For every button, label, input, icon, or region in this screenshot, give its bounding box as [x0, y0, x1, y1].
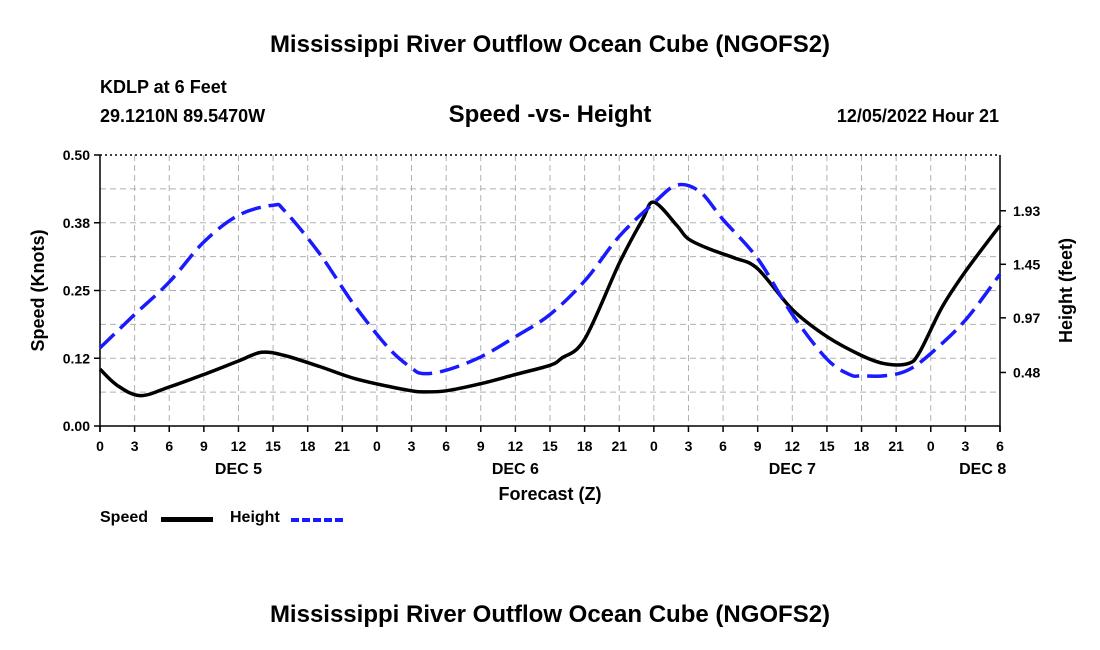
right-tick-label: 0.97: [1013, 310, 1040, 326]
left-tick-label: 0.50: [63, 147, 90, 163]
day-label: DEC 8: [959, 461, 1006, 478]
day-label: DEC 7: [769, 461, 816, 478]
x-tick-label: 9: [477, 438, 485, 454]
coordinates-label: 29.1210N 89.5470W: [100, 106, 266, 126]
legend-speed-swatch: [161, 517, 213, 522]
x-tick-label: 12: [785, 438, 801, 454]
x-tick-label: 12: [508, 438, 524, 454]
x-tick-label: 3: [685, 438, 693, 454]
left-tick-label: 0.25: [63, 283, 90, 299]
forecast-datetime: 12/05/2022 Hour 21: [836, 106, 999, 126]
right-tick-label: 1.45: [1013, 256, 1040, 272]
x-tick-label: 0: [96, 438, 104, 454]
chart-title-bottom: Mississippi River Outflow Ocean Cube (NG…: [269, 601, 831, 628]
right-tick-label: 1.93: [1013, 203, 1040, 219]
left-tick-label: 0.38: [63, 215, 90, 231]
chart-title-top: Mississippi River Outflow Ocean Cube (NG…: [269, 31, 831, 58]
x-tick-label: 9: [200, 438, 208, 454]
y-axis-label-left: Speed (Knots): [28, 229, 48, 351]
station-label: KDLP at 6 Feet: [100, 77, 227, 97]
x-tick-label: 0: [650, 438, 658, 454]
x-tick-label: 21: [611, 438, 627, 454]
legend-height-swatch: [291, 518, 343, 522]
x-tick-label: 9: [754, 438, 762, 454]
x-tick-label: 12: [231, 438, 247, 454]
x-tick-label: 6: [719, 438, 727, 454]
legend-height-label: Height: [230, 509, 280, 526]
x-tick-label: 15: [819, 438, 835, 454]
series-line-speed: [98, 200, 1002, 398]
x-tick-label: 3: [961, 438, 969, 454]
series-line-height: [98, 182, 1002, 378]
x-tick-label: 6: [442, 438, 450, 454]
x-tick-label: 15: [265, 438, 281, 454]
left-tick-label: 0.12: [63, 350, 90, 366]
x-tick-label: 6: [165, 438, 173, 454]
x-tick-label: 21: [888, 438, 904, 454]
left-tick-label: 0.00: [63, 418, 90, 434]
x-tick-label: 0: [373, 438, 381, 454]
x-tick-label: 18: [854, 438, 870, 454]
chart-subtitle: Speed -vs- Height: [448, 101, 652, 128]
x-tick-label: 21: [335, 438, 351, 454]
day-label: DEC 6: [492, 461, 539, 478]
x-tick-label: 3: [131, 438, 139, 454]
x-tick-label: 18: [300, 438, 316, 454]
x-tick-label: 18: [577, 438, 593, 454]
x-axis-label: Forecast (Z): [498, 484, 601, 504]
right-tick-label: 0.48: [1013, 364, 1040, 380]
x-tick-label: 6: [996, 438, 1004, 454]
legend-speed-label: Speed: [100, 509, 149, 526]
day-label: DEC 5: [215, 461, 262, 478]
y-axis-label-right: Height (feet): [1056, 238, 1076, 343]
x-tick-label: 15: [542, 438, 558, 454]
x-tick-label: 3: [408, 438, 416, 454]
x-tick-label: 0: [927, 438, 935, 454]
